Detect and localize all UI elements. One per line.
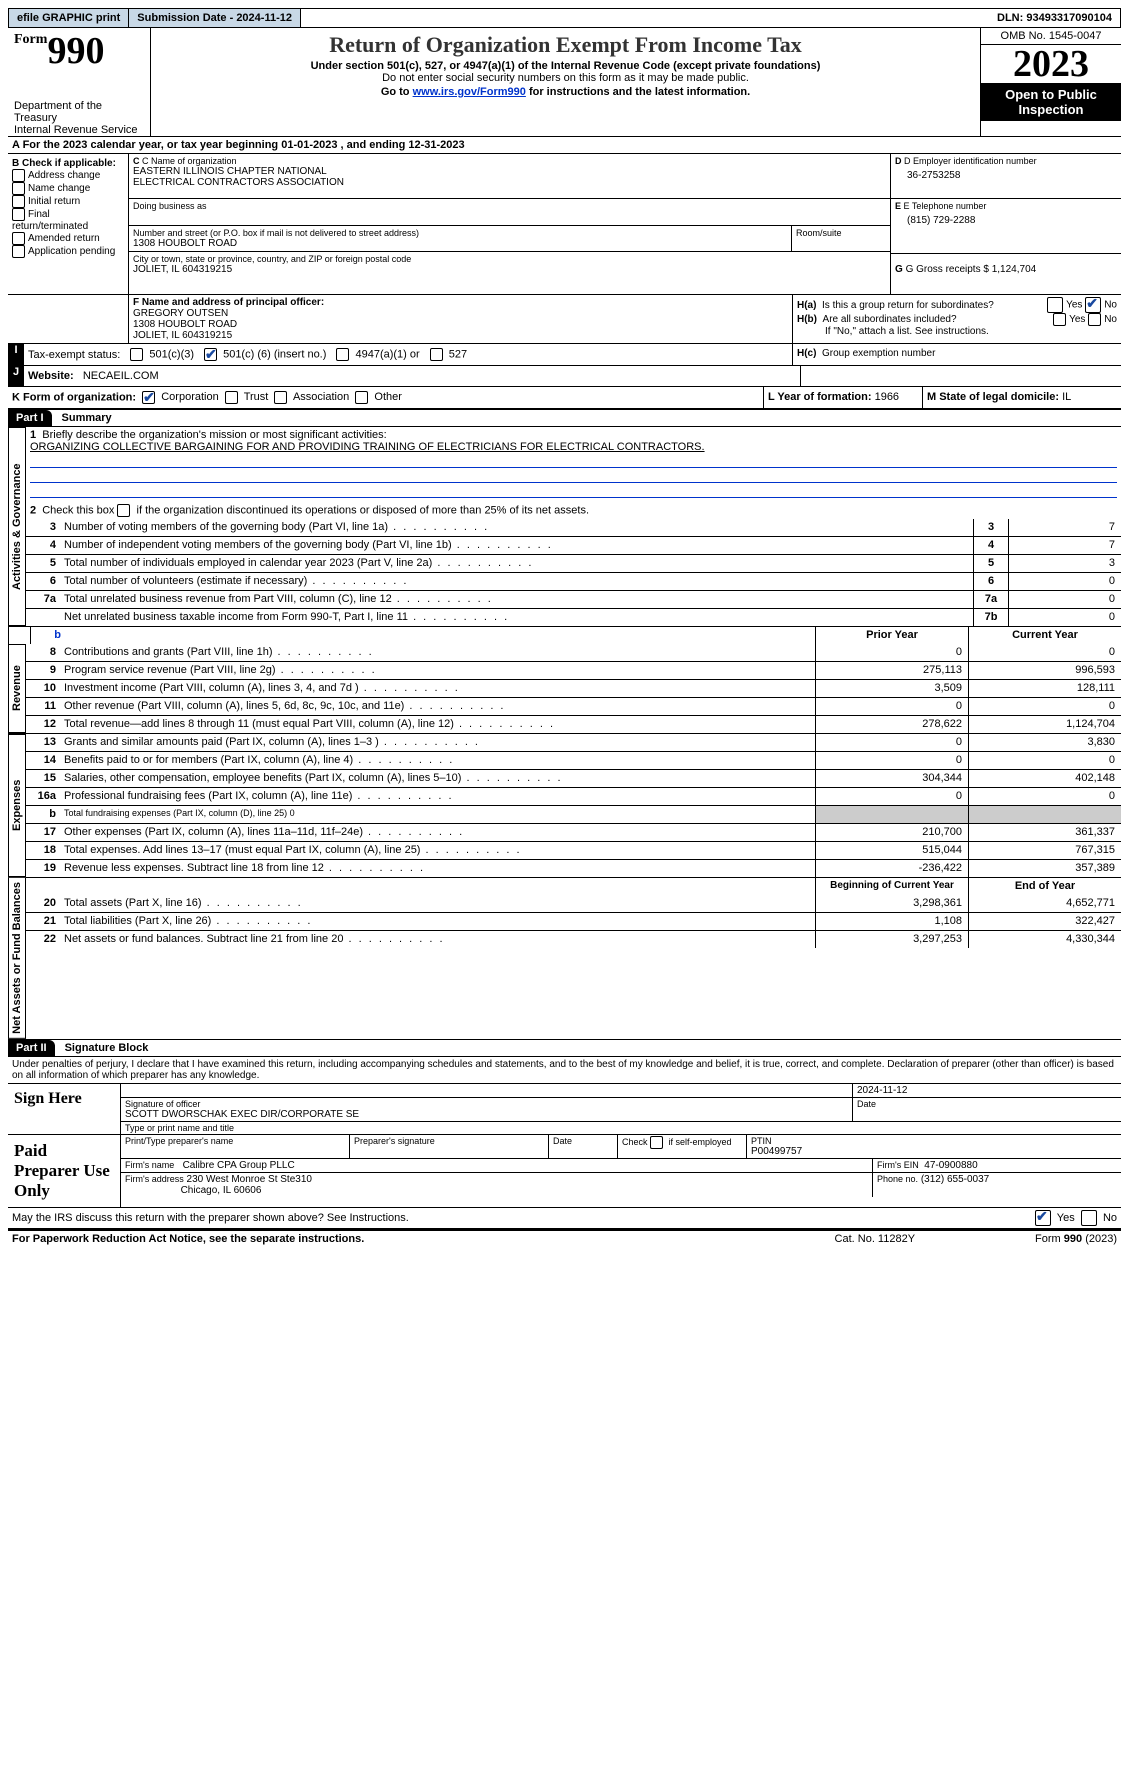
mission-text: ORGANIZING COLLECTIVE BARGAINING FOR AND…: [30, 441, 705, 453]
check-final-return[interactable]: Final return/terminated: [12, 208, 124, 232]
check-501c3[interactable]: 501(c)(3): [130, 348, 194, 361]
firm-addr1: 230 West Monroe St Ste310: [187, 1174, 312, 1185]
ptin: P00499757: [751, 1146, 1117, 1157]
check-self-employed[interactable]: [650, 1136, 663, 1149]
ha-no[interactable]: No: [1085, 297, 1117, 313]
check-initial-return[interactable]: Initial return: [12, 195, 124, 208]
check-assoc[interactable]: Association: [274, 391, 349, 403]
tax-exempt-row: I Tax-exempt status: 501(c)(3) 501(c) (6…: [8, 344, 1121, 366]
ssn-note: Do not enter social security numbers on …: [159, 72, 972, 84]
check-4947[interactable]: 4947(a)(1) or: [336, 348, 419, 361]
form-title: Return of Organization Exempt From Incom…: [159, 32, 972, 58]
section-expenses: Expenses 13Grants and similar amounts pa…: [8, 734, 1121, 878]
check-address-change[interactable]: Address change: [12, 169, 124, 182]
row-a: A For the 2023 calendar year, or tax yea…: [8, 137, 1121, 154]
sign-here-label: Sign Here: [8, 1084, 121, 1134]
officer-group-block: F Name and address of principal officer:…: [8, 295, 1121, 344]
check-trust[interactable]: Trust: [225, 391, 269, 403]
firm-ein: 47-0900880: [924, 1160, 977, 1171]
identity-block: B Check if applicable: Address change Na…: [8, 154, 1121, 295]
hb-yes[interactable]: Yes: [1053, 313, 1085, 326]
dba-label: Doing business as: [133, 201, 886, 211]
form-header: Form990 Department of the Treasury Inter…: [8, 28, 1121, 137]
discuss-no[interactable]: No: [1081, 1210, 1117, 1226]
org-name-line2: ELECTRICAL CONTRACTORS ASSOCIATION: [133, 177, 886, 188]
street-address: 1308 HOUBOLT ROAD: [133, 238, 787, 249]
cat-no: Cat. No. 11282Y: [835, 1233, 916, 1245]
discuss-question: May the IRS discuss this return with the…: [12, 1212, 409, 1224]
section-activities: Activities & Governance 1 Briefly descri…: [8, 427, 1121, 627]
begin-year-header: Beginning of Current Year: [815, 878, 968, 895]
section-revenue: Revenue 8Contributions and grants (Part …: [8, 644, 1121, 734]
efile-label: efile GRAPHIC print: [9, 9, 129, 27]
open-public: Open to Public Inspection: [981, 83, 1121, 121]
telephone: (815) 729-2288: [895, 211, 1117, 226]
state-domicile: IL: [1062, 391, 1071, 403]
penalties-text: Under penalties of perjury, I declare th…: [8, 1057, 1121, 1084]
check-name-change[interactable]: Name change: [12, 182, 124, 195]
year-formation: 1966: [875, 391, 899, 403]
org-name-line1: EASTERN ILLINOIS CHAPTER NATIONAL: [133, 166, 886, 177]
check-discontinued[interactable]: [117, 504, 130, 517]
check-amended[interactable]: Amended return: [12, 232, 124, 245]
goto-line: Go to www.irs.gov/Form990 for instructio…: [159, 86, 972, 98]
topbar: efile GRAPHIC print Submission Date - 20…: [8, 8, 1121, 28]
hb-no[interactable]: No: [1088, 313, 1117, 326]
website-row: J Website: NECAEIL.COM: [8, 366, 1121, 387]
officer-signature-name: SCOTT DWORSCHAK EXEC DIR/CORPORATE SE: [125, 1109, 848, 1120]
firm-phone: (312) 655-0037: [921, 1174, 989, 1185]
check-501c[interactable]: 501(c) (6) (insert no.): [204, 348, 326, 361]
officer-name: GREGORY OUTSEN: [133, 308, 788, 319]
footer: For Paperwork Reduction Act Notice, see …: [8, 1230, 1121, 1247]
form-number: Form990: [14, 32, 144, 70]
check-corp[interactable]: Corporation: [142, 391, 219, 403]
officer-addr1: 1308 HOUBOLT ROAD: [133, 319, 788, 330]
col-b-checkboxes: B Check if applicable: Address change Na…: [8, 154, 129, 294]
part2-header: Part II Signature Block: [8, 1039, 1121, 1057]
form-subtitle: Under section 501(c), 527, or 4947(a)(1)…: [159, 60, 972, 72]
gross-receipts: 1,124,704: [992, 264, 1037, 275]
current-year-header: Current Year: [968, 627, 1121, 644]
form-footer: Form 990 (2023): [1035, 1233, 1117, 1245]
dln: DLN: 93493317090104: [989, 9, 1120, 27]
end-year-header: End of Year: [968, 878, 1121, 895]
room-suite-label: Room/suite: [796, 228, 886, 238]
ha-yes[interactable]: Yes: [1047, 297, 1082, 313]
tax-year: 2023: [981, 45, 1121, 83]
firm-name: Calibre CPA Group PLLC: [183, 1160, 295, 1171]
part1-header: Part I Summary: [8, 409, 1121, 427]
website-url: NECAEIL.COM: [83, 370, 159, 382]
firm-addr2: Chicago, IL 60606: [181, 1185, 262, 1196]
prior-year-header: Prior Year: [815, 627, 968, 644]
dept-treasury: Department of the Treasury: [14, 100, 144, 124]
officer-addr2: JOLIET, IL 604319215: [133, 330, 788, 341]
discuss-yes[interactable]: Yes: [1035, 1210, 1075, 1226]
sig-date: 2024-11-12: [853, 1084, 1121, 1097]
paid-preparer-label: Paid Preparer Use Only: [8, 1135, 121, 1207]
submission-date: Submission Date - 2024-11-12: [129, 9, 301, 27]
irs: Internal Revenue Service: [14, 124, 144, 136]
ein: 36-2753258: [895, 166, 1117, 181]
city-state-zip: JOLIET, IL 604319215: [133, 264, 886, 275]
orgform-row: K Form of organization: Corporation Trus…: [8, 387, 1121, 409]
check-527[interactable]: 527: [430, 348, 467, 361]
form990-link[interactable]: www.irs.gov/Form990: [413, 86, 526, 98]
check-other[interactable]: Other: [355, 391, 402, 403]
check-app-pending[interactable]: Application pending: [12, 245, 124, 258]
